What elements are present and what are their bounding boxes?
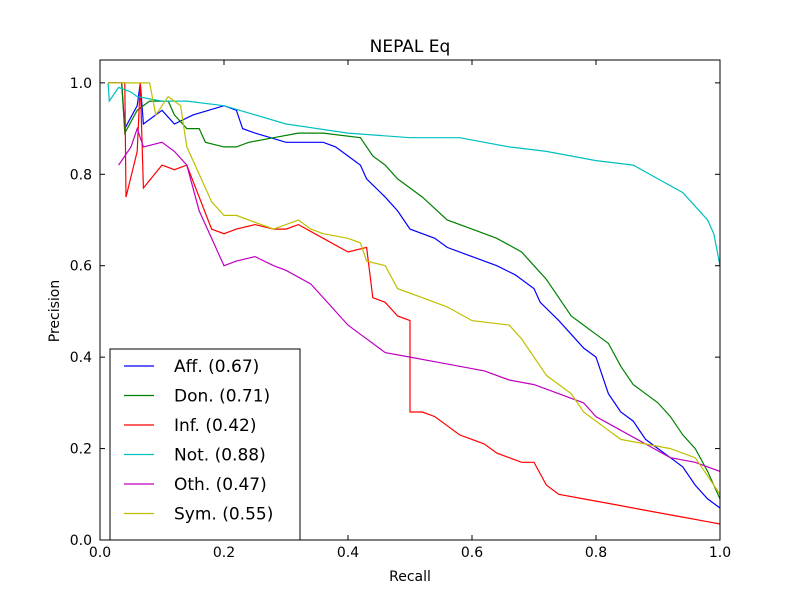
chart-title: NEPAL Eq xyxy=(370,37,451,57)
series-line-oth xyxy=(118,126,720,472)
series-line-don xyxy=(121,82,720,500)
legend-entry-label: Inf. (0.42) xyxy=(174,416,256,436)
legend-entry-label: Don. (0.71) xyxy=(174,387,270,407)
legend-entry-label: Aff. (0.67) xyxy=(174,357,259,377)
series-line-not xyxy=(107,82,720,266)
x-tick-label: 0.4 xyxy=(337,545,359,561)
y-tick-label: 0.2 xyxy=(70,442,92,458)
x-tick-label: 1.0 xyxy=(709,545,731,561)
x-tick-label: 0.8 xyxy=(585,545,607,561)
legend-entry-label: Not. (0.88) xyxy=(174,446,266,466)
legend: Aff. (0.67) Don. (0.71) Inf. (0.42) Not. (0… xyxy=(109,348,301,541)
y-tick-label: 0.6 xyxy=(70,259,92,275)
x-tick-label: 0.6 xyxy=(461,545,483,561)
legend-box xyxy=(109,348,301,541)
series-line-sym xyxy=(108,82,720,495)
y-tick-label: 0.0 xyxy=(70,533,92,549)
plot-area xyxy=(99,59,721,541)
x-tick-label: 0.2 xyxy=(213,545,235,561)
x-axis-label: Recall xyxy=(389,569,431,585)
legend-entry-label: Oth. (0.47) xyxy=(174,475,267,495)
y-axis-label: Precision xyxy=(47,280,63,342)
y-tick-label: 1.0 xyxy=(70,76,92,92)
series-line-aff xyxy=(108,82,720,509)
y-tick-label: 0.4 xyxy=(70,350,92,366)
x-tick-label: 0.0 xyxy=(89,545,111,561)
series-line-inf xyxy=(108,82,720,525)
y-tick-label: 0.8 xyxy=(70,167,92,183)
legend-entry-label: Sym. (0.55) xyxy=(174,505,273,525)
